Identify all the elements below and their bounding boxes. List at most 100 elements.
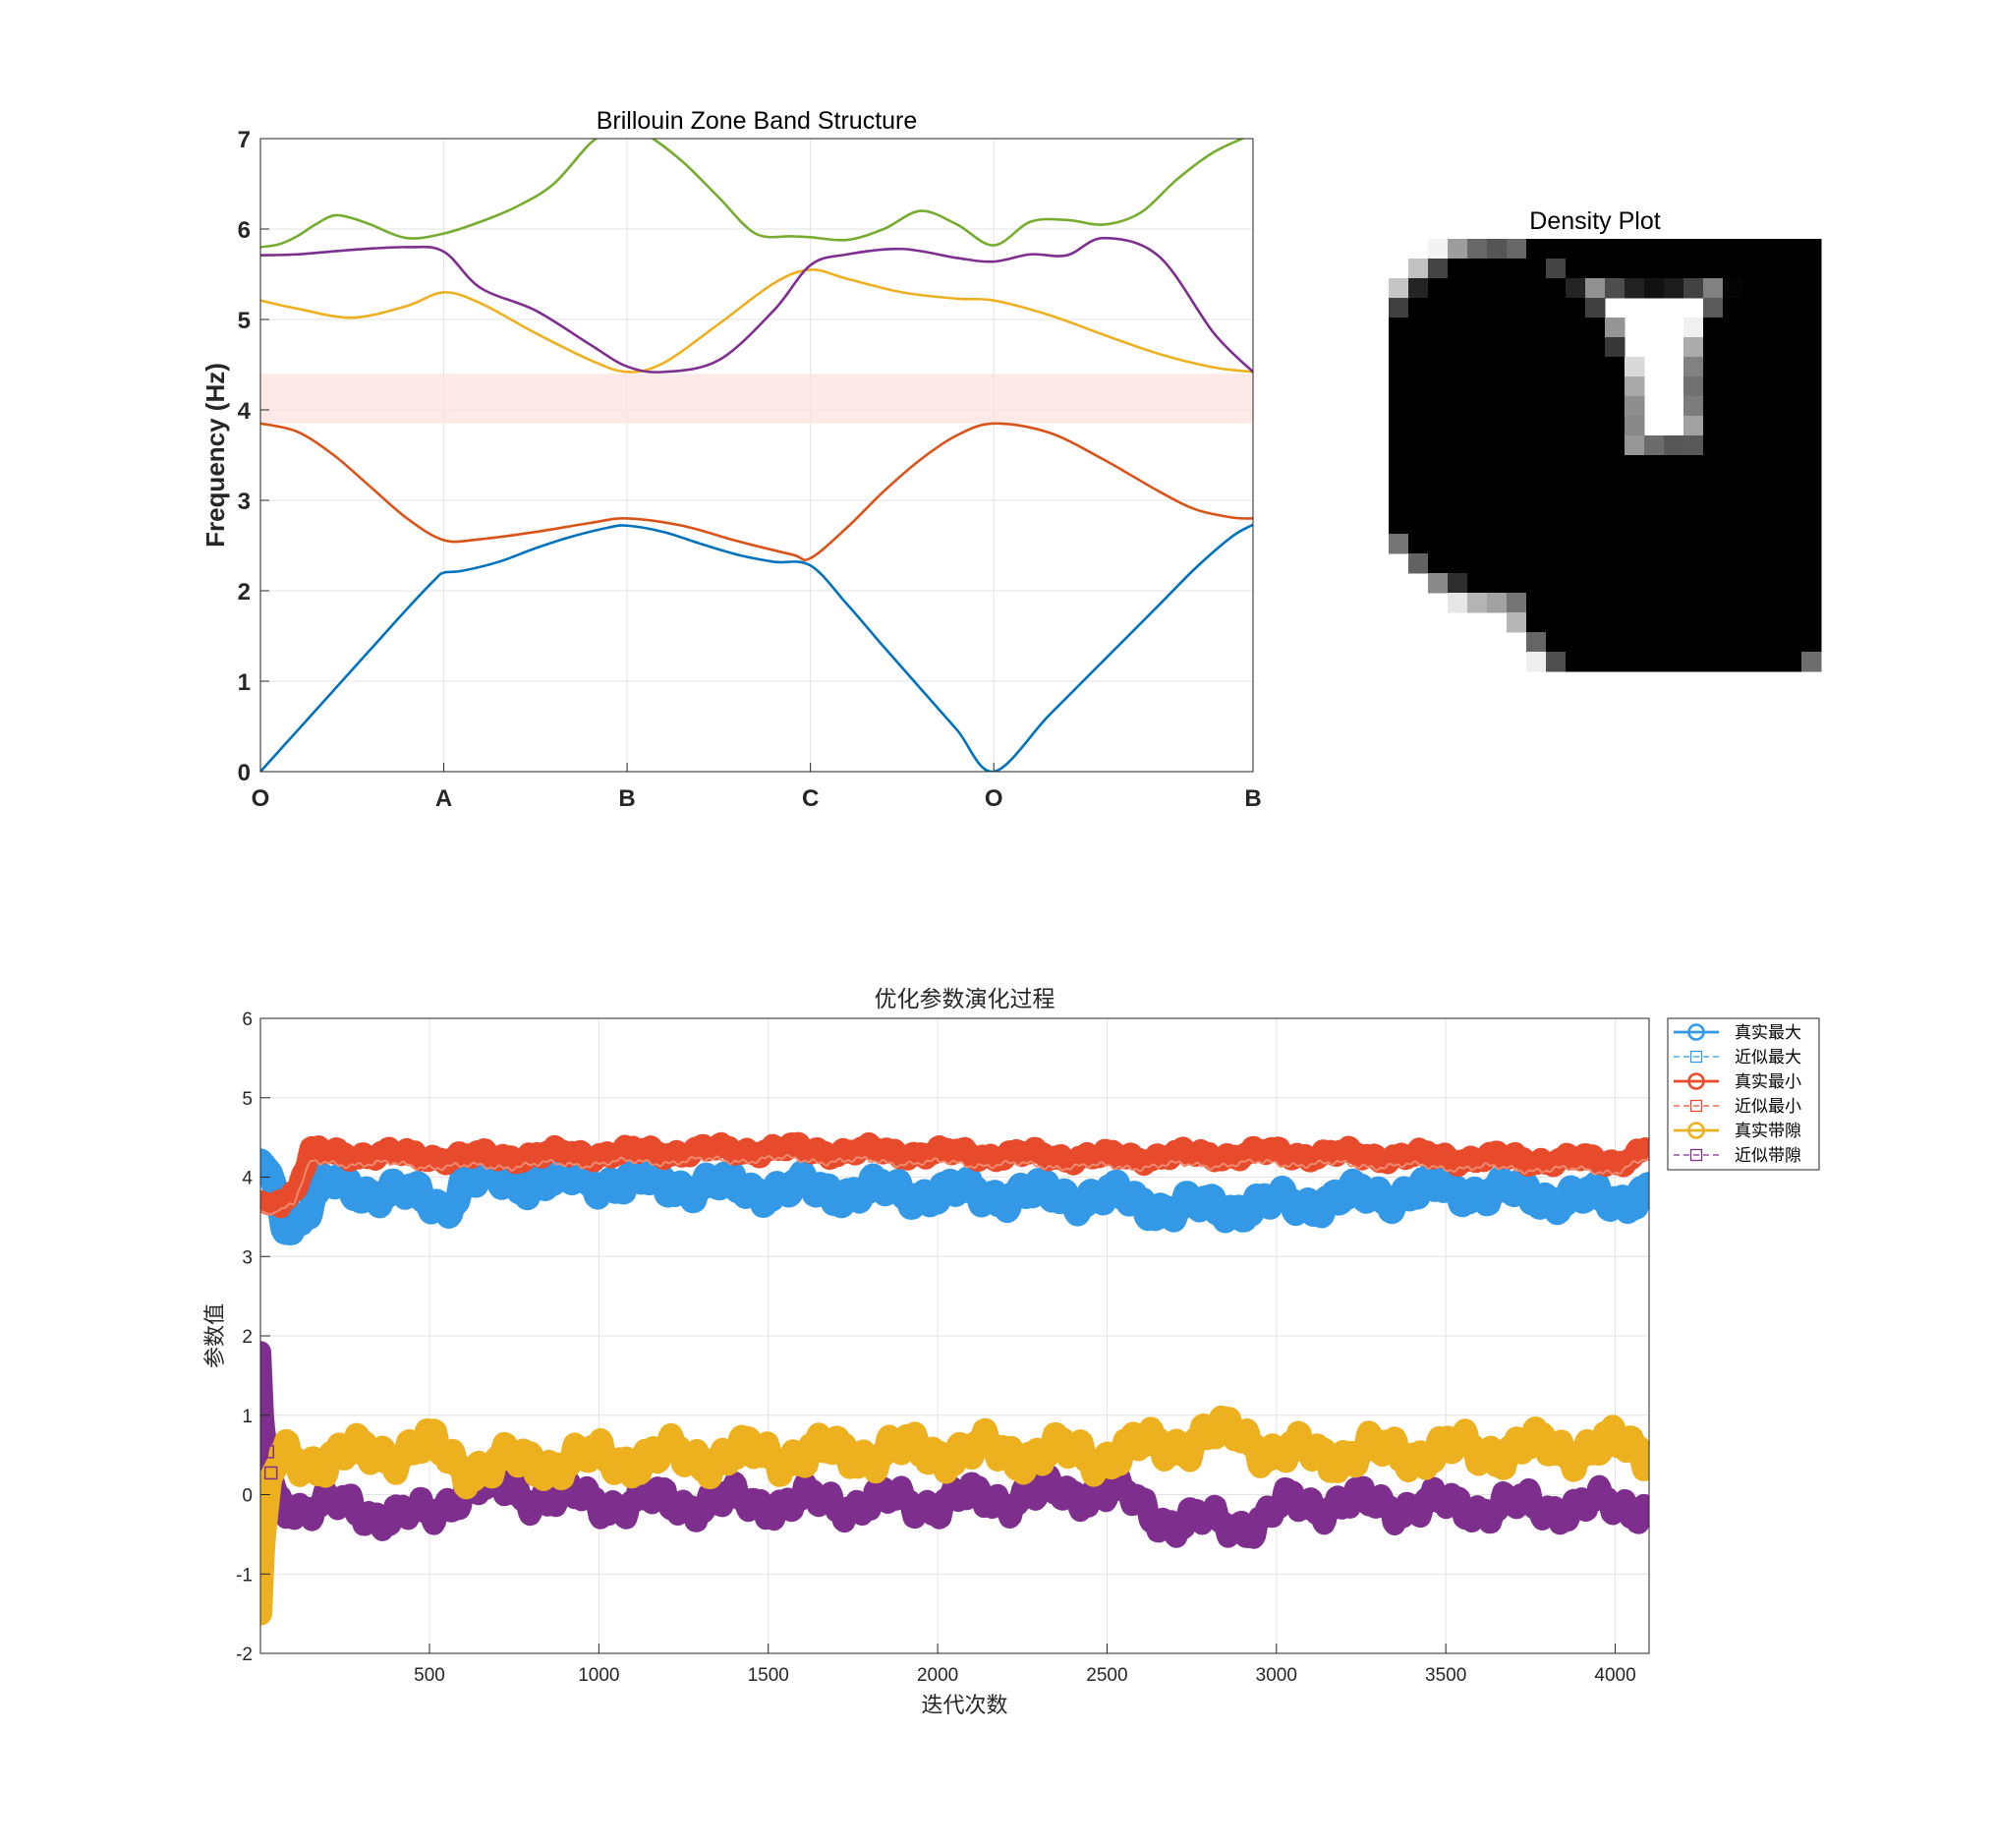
density-cell bbox=[1408, 337, 1429, 358]
density-cell bbox=[1664, 494, 1684, 515]
density-cell bbox=[1389, 318, 1409, 338]
density-cell bbox=[1625, 357, 1645, 377]
density-cell bbox=[1723, 318, 1743, 338]
density-cell bbox=[1664, 632, 1684, 653]
density-cell bbox=[1487, 534, 1508, 554]
density-cell bbox=[1487, 239, 1508, 260]
density-cell bbox=[1585, 632, 1606, 653]
density-cell bbox=[1467, 337, 1488, 358]
density-cell bbox=[1625, 278, 1645, 299]
density-cell bbox=[1526, 435, 1547, 456]
density-cell bbox=[1801, 435, 1822, 456]
density-cell bbox=[1683, 534, 1704, 554]
density-cell bbox=[1664, 573, 1684, 594]
density-cell bbox=[1683, 278, 1704, 299]
density-cell bbox=[1625, 494, 1645, 515]
density-cell bbox=[1782, 318, 1802, 338]
density-cell bbox=[1585, 239, 1606, 260]
density-cell bbox=[1546, 494, 1567, 515]
density-cell bbox=[1585, 259, 1606, 279]
density-cell bbox=[1683, 357, 1704, 377]
evo-x-tick-label: 2500 bbox=[1086, 1665, 1127, 1686]
density-cell bbox=[1605, 337, 1625, 358]
density-cell bbox=[1644, 652, 1665, 672]
density-cell bbox=[1507, 573, 1527, 594]
density-cell bbox=[1782, 337, 1802, 358]
evo-legend-marker bbox=[1689, 1050, 1703, 1064]
band-y-tick-label: 6 bbox=[238, 217, 251, 244]
density-cell bbox=[1782, 593, 1802, 613]
density-cell bbox=[1507, 239, 1527, 260]
density-cell bbox=[1664, 612, 1684, 633]
density-cell bbox=[1605, 278, 1625, 299]
density-cell bbox=[1585, 494, 1606, 515]
band-series-line-4 bbox=[260, 236, 1253, 374]
density-cell bbox=[1526, 376, 1547, 397]
density-cell bbox=[1487, 416, 1508, 436]
density-cell bbox=[1683, 475, 1704, 495]
evo-early-marker bbox=[260, 1581, 271, 1599]
density-cell bbox=[1801, 376, 1822, 397]
density-cell bbox=[1762, 357, 1783, 377]
density-cell bbox=[1487, 337, 1508, 358]
density-cell bbox=[1605, 435, 1625, 456]
density-cell bbox=[1625, 475, 1645, 495]
density-cell bbox=[1507, 396, 1527, 417]
density-cell bbox=[1703, 318, 1724, 338]
density-cell bbox=[1605, 573, 1625, 594]
density-cell bbox=[1762, 239, 1783, 260]
density-cell bbox=[1546, 435, 1567, 456]
density-cell bbox=[1625, 514, 1645, 535]
density-cell bbox=[1546, 632, 1567, 653]
density-cell bbox=[1448, 475, 1468, 495]
band-y-axis-label: Frequency (Hz) bbox=[200, 363, 230, 548]
density-cell bbox=[1782, 553, 1802, 574]
density-cell bbox=[1526, 259, 1547, 279]
density-cell bbox=[1467, 514, 1488, 535]
density-cell bbox=[1762, 475, 1783, 495]
density-cell bbox=[1644, 475, 1665, 495]
density-cell bbox=[1566, 553, 1586, 574]
density-cell bbox=[1762, 337, 1783, 358]
density-cell bbox=[1644, 534, 1665, 554]
density-cell bbox=[1723, 357, 1743, 377]
optimization-evolution-chart: -2 -1 0 1 2 3 4 5 6 500 1000 1500 2000 2500 3000 3500 4… bbox=[203, 987, 1820, 1718]
band-x-tick-label: B bbox=[1244, 785, 1261, 812]
density-cell bbox=[1448, 514, 1468, 535]
density-cell bbox=[1467, 475, 1488, 495]
density-cell bbox=[1389, 435, 1409, 456]
density-cell bbox=[1585, 376, 1606, 397]
density-cell bbox=[1389, 337, 1409, 358]
density-cell bbox=[1664, 455, 1684, 476]
evo-x-axis-label: 迭代次数 bbox=[921, 1694, 1007, 1718]
band-y-tick-label: 0 bbox=[238, 760, 251, 786]
density-cell bbox=[1703, 259, 1724, 279]
density-cell bbox=[1683, 593, 1704, 613]
density-cell bbox=[1723, 593, 1743, 613]
density-cell bbox=[1448, 553, 1468, 574]
band-series-line-1 bbox=[260, 523, 1253, 772]
density-cell bbox=[1448, 573, 1468, 594]
density-cell bbox=[1389, 298, 1409, 318]
density-cell bbox=[1762, 632, 1783, 653]
density-cell bbox=[1703, 376, 1724, 397]
band-series-line-3 bbox=[260, 268, 1253, 374]
density-cell bbox=[1408, 416, 1429, 436]
density-cell bbox=[1762, 455, 1783, 476]
density-cell bbox=[1605, 357, 1625, 377]
density-cell bbox=[1428, 376, 1449, 397]
evo-y-ticks: -2 -1 0 1 2 3 4 5 6 bbox=[236, 1010, 270, 1665]
density-cell bbox=[1507, 475, 1527, 495]
density-cell bbox=[1782, 514, 1802, 535]
density-cell bbox=[1664, 514, 1684, 535]
density-cell bbox=[1566, 416, 1586, 436]
density-cell bbox=[1467, 593, 1488, 613]
evo-series-group bbox=[260, 1131, 1649, 1626]
density-cell bbox=[1762, 494, 1783, 515]
evo-early-marker bbox=[260, 1548, 272, 1568]
evo-x-tick-label: 500 bbox=[414, 1665, 445, 1686]
density-cell bbox=[1782, 494, 1802, 515]
density-cell bbox=[1526, 298, 1547, 318]
density-cell bbox=[1644, 494, 1665, 515]
evo-y-tick-label: 6 bbox=[242, 1010, 253, 1030]
